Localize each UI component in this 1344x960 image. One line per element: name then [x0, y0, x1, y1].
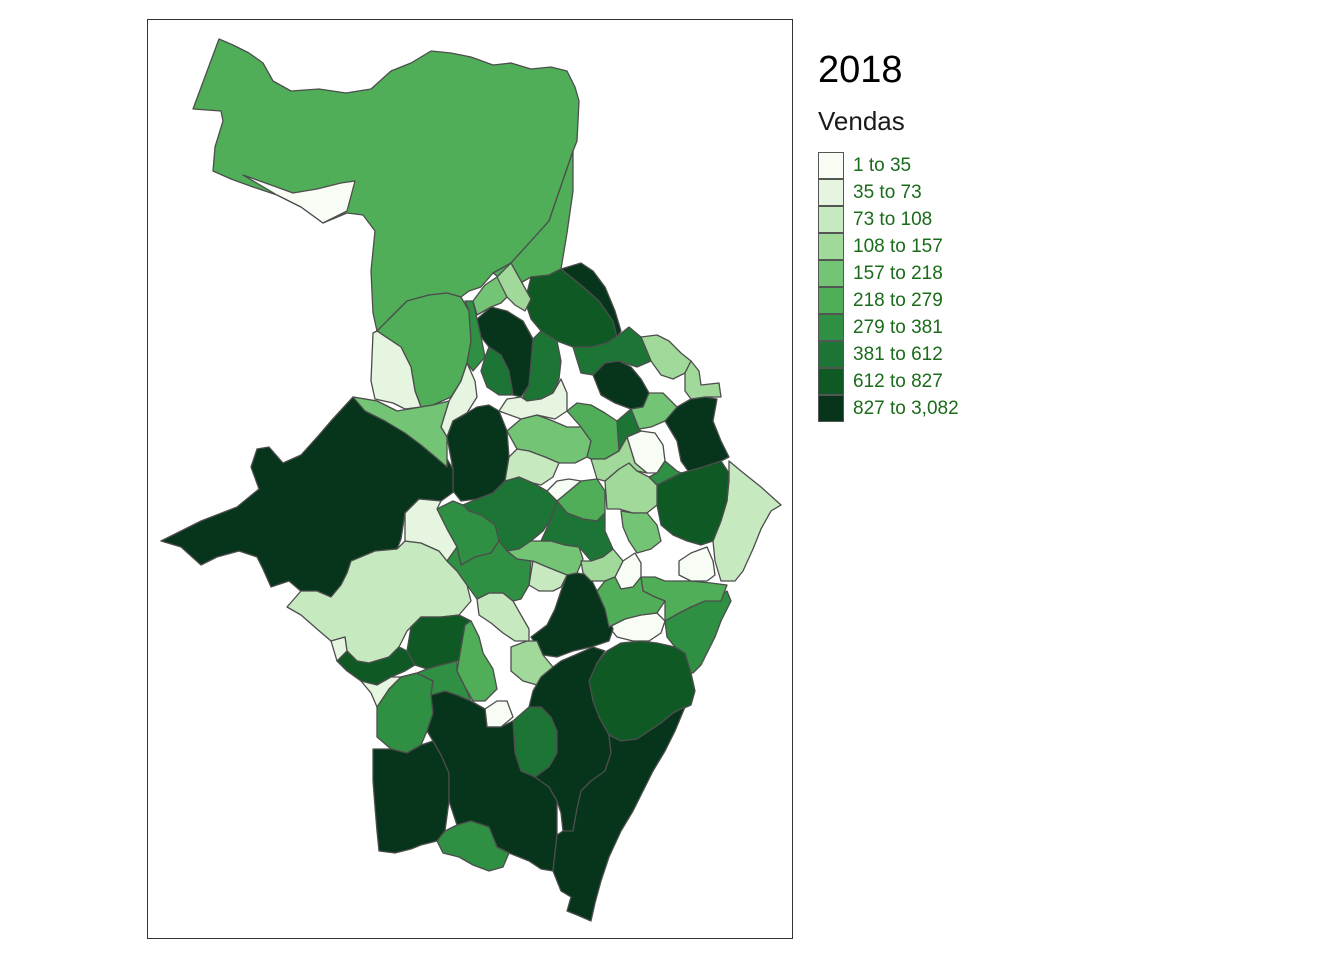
region-south-east-dark	[588, 640, 696, 742]
region-southwest-small-d	[360, 676, 402, 708]
legend-year: 2018	[818, 49, 903, 91]
region-east-small-pale	[678, 546, 716, 582]
region-southwest-small-b	[400, 660, 472, 702]
region-north-small-f	[572, 326, 652, 376]
region-east-small-b	[630, 392, 678, 430]
legend-row: 279 to 381	[818, 313, 959, 341]
map-regions	[160, 38, 782, 922]
legend-label: 612 to 827	[853, 370, 943, 392]
region-center-small-c	[498, 378, 568, 420]
region-east-dark-b	[592, 360, 650, 410]
legend-label: 73 to 108	[853, 208, 933, 230]
legend-row: 218 to 279	[818, 286, 959, 314]
legend-label: 381 to 612	[853, 343, 943, 365]
region-center-small-h	[648, 460, 682, 486]
legend-swatch	[818, 205, 844, 233]
legend: 2018 Vendas 1 to 35 35 to 73 73 to 108 108 …	[818, 48, 959, 422]
region-east-small-a	[684, 360, 722, 400]
region-east-block-dark	[656, 460, 730, 546]
region-north-small-d	[560, 262, 622, 338]
legend-row: 612 to 827	[818, 367, 959, 395]
region-south-coast	[552, 706, 686, 922]
region-southwest-small-c	[330, 636, 348, 662]
map-panel	[147, 19, 793, 939]
region-center-tall-a	[480, 346, 514, 396]
region-far-south-green	[436, 820, 510, 872]
legend-label: 35 to 73	[853, 181, 922, 203]
legend-swatch	[818, 151, 844, 179]
region-center-mid-f	[528, 560, 568, 592]
region-north-small-c	[464, 300, 486, 372]
legend-row: 827 to 3,082	[818, 394, 959, 422]
region-sw-green	[446, 540, 532, 602]
legend-row: 35 to 73	[818, 178, 959, 206]
legend-label: 108 to 157	[853, 235, 943, 257]
legend-label: 827 to 3,082	[853, 397, 959, 419]
legend-row: 157 to 218	[818, 259, 959, 287]
legend-swatch	[818, 394, 844, 422]
region-mid-green-small	[540, 500, 614, 562]
region-south-light-b	[476, 592, 530, 642]
legend-title: Vendas	[818, 106, 905, 136]
legend-swatch	[818, 367, 844, 395]
region-center-small-g	[590, 436, 648, 482]
legend-row: 108 to 157	[818, 232, 959, 260]
legend-swatch	[818, 340, 844, 368]
region-center-small-b	[504, 448, 560, 486]
region-southwest-small-a	[336, 644, 416, 686]
legend-swatch	[818, 232, 844, 260]
legend-row: 1 to 35	[818, 151, 959, 179]
region-north-west-tip	[242, 174, 356, 224]
legend-label: 279 to 381	[853, 316, 943, 338]
legend-swatch	[818, 313, 844, 341]
choropleth-map	[160, 38, 782, 922]
legend-swatch	[818, 259, 844, 287]
legend-row: 73 to 108	[818, 205, 959, 233]
legend-swatch	[818, 178, 844, 206]
region-center-small-i	[620, 510, 662, 554]
legend-label: 218 to 279	[853, 289, 943, 311]
legend-label: 1 to 35	[853, 154, 912, 176]
region-far-south-a	[372, 740, 450, 854]
region-south-small-c	[580, 548, 624, 582]
legend-items: 1 to 35 35 to 73 73 to 108 108 to 157 157 to…	[818, 151, 959, 422]
region-mid-small-d	[596, 576, 666, 628]
legend-swatch	[818, 286, 844, 314]
region-north-small-b	[496, 262, 532, 312]
legend-label: 157 to 218	[853, 262, 943, 284]
legend-row: 381 to 612	[818, 340, 959, 368]
